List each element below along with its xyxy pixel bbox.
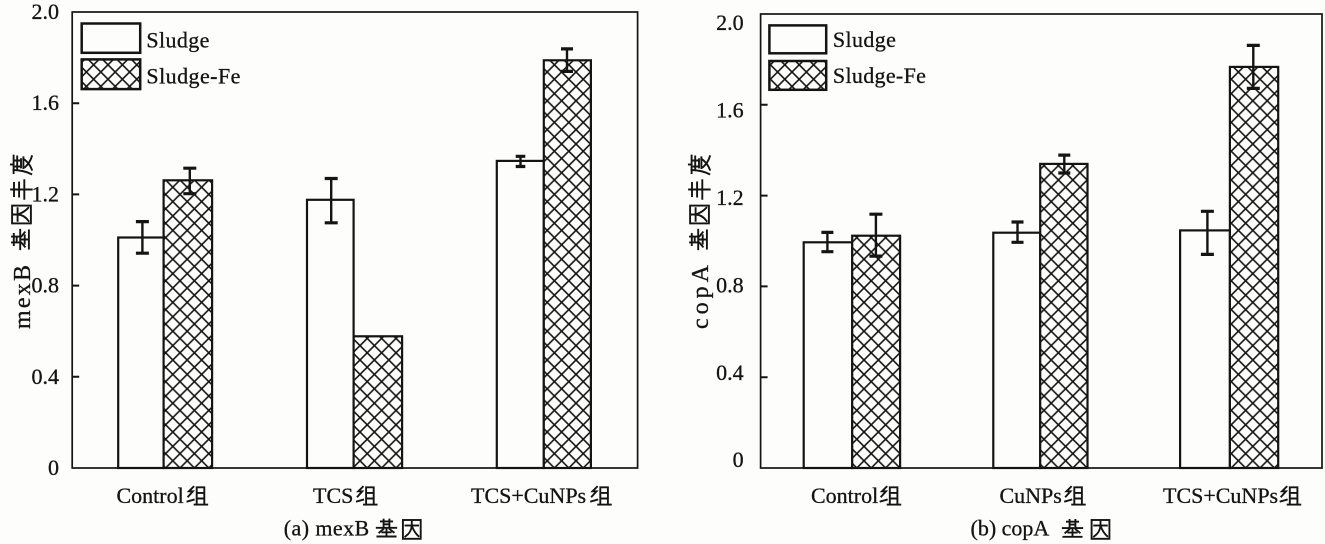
svg-text:1.6: 1.6 xyxy=(716,98,744,123)
svg-text:2.0: 2.0 xyxy=(32,0,60,24)
svg-text:TCS+CuNPs: TCS+CuNPs xyxy=(471,483,586,508)
svg-text:1.2: 1.2 xyxy=(716,185,744,210)
svg-text:CuNPs: CuNPs xyxy=(1000,483,1062,508)
svg-text:Control: Control xyxy=(117,483,184,508)
svg-text:0.8: 0.8 xyxy=(716,272,744,297)
svg-text:1.6: 1.6 xyxy=(32,90,60,115)
svg-text:Control: Control xyxy=(811,483,878,508)
svg-text:1.2: 1.2 xyxy=(32,181,60,206)
svg-text:(a) mexB: (a) mexB xyxy=(284,516,369,541)
svg-text:0.8: 0.8 xyxy=(32,273,60,298)
svg-text:0.4: 0.4 xyxy=(32,364,60,389)
svg-text:copA: copA xyxy=(688,264,714,329)
svg-text:Sludge-Fe: Sludge-Fe xyxy=(833,63,926,88)
svg-text:TCS: TCS xyxy=(313,483,353,508)
svg-text:Sludge: Sludge xyxy=(146,28,209,53)
svg-text:0.4: 0.4 xyxy=(716,360,744,385)
svg-text:Sludge-Fe: Sludge-Fe xyxy=(146,63,240,88)
svg-text:0: 0 xyxy=(733,447,744,472)
svg-text:Sludge: Sludge xyxy=(833,27,896,52)
svg-text:TCS+CuNPs: TCS+CuNPs xyxy=(1163,483,1278,508)
svg-text:2.0: 2.0 xyxy=(716,10,744,35)
svg-text:(b) copA: (b) copA xyxy=(971,516,1050,541)
svg-text:0: 0 xyxy=(48,455,59,480)
